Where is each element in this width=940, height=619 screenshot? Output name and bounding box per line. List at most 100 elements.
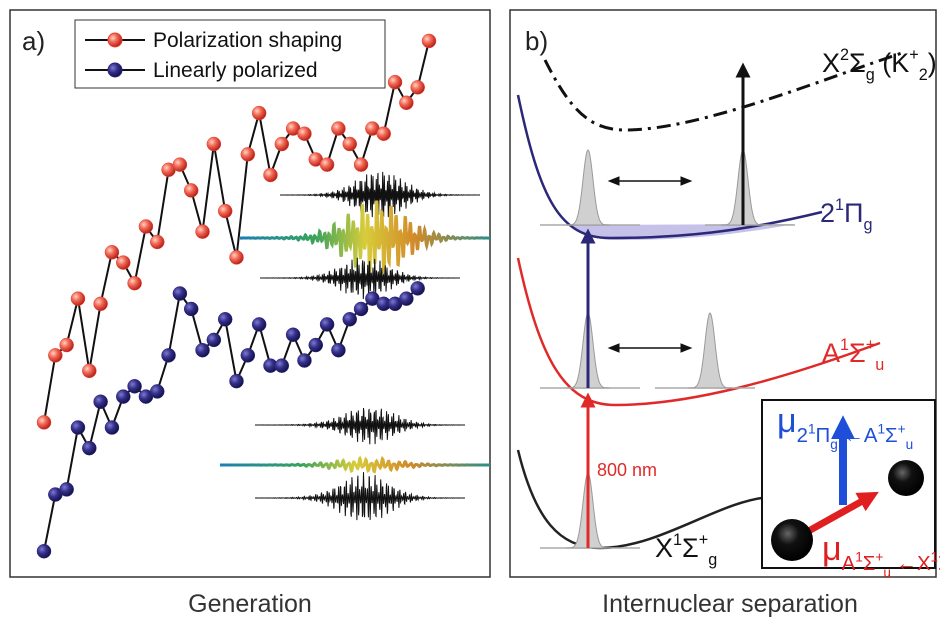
label-part: 2 bbox=[919, 66, 928, 84]
label-part: 1 bbox=[835, 196, 844, 214]
pulse-illustrations bbox=[220, 171, 490, 521]
label-part: Σ bbox=[885, 425, 898, 447]
data-point bbox=[172, 157, 188, 172]
label-part: ←X bbox=[891, 553, 931, 575]
data-point bbox=[183, 183, 199, 198]
label-part: A bbox=[842, 553, 856, 575]
data-point bbox=[138, 219, 154, 234]
data-point bbox=[410, 281, 425, 296]
data-point bbox=[263, 167, 278, 183]
label-part: Σ bbox=[682, 533, 699, 563]
data-point bbox=[274, 136, 290, 152]
data-point bbox=[319, 317, 335, 332]
data-point bbox=[59, 337, 74, 353]
label-part: 1 bbox=[855, 550, 863, 565]
ion-curve bbox=[543, 50, 906, 132]
label-part: 1 bbox=[808, 422, 816, 437]
series-line bbox=[43, 287, 419, 552]
pulse bbox=[260, 257, 460, 300]
data-point bbox=[93, 296, 108, 312]
data-point bbox=[149, 384, 165, 399]
label-part: Σ bbox=[849, 48, 866, 78]
state-label: X2Σg (K+2) bbox=[822, 46, 937, 84]
pi-curve bbox=[516, 94, 823, 240]
data-point bbox=[217, 203, 233, 219]
label-part: 2 bbox=[840, 46, 849, 64]
label-part: + bbox=[875, 550, 883, 565]
label-part: Σ bbox=[938, 553, 940, 575]
data-point bbox=[331, 342, 346, 358]
label-part: + bbox=[909, 46, 918, 64]
legend-marker bbox=[107, 32, 123, 48]
data-point bbox=[82, 440, 97, 456]
pulse bbox=[255, 472, 465, 521]
chart bbox=[36, 33, 437, 559]
data-point bbox=[331, 121, 346, 136]
label-part: 1 bbox=[840, 336, 849, 354]
legend-marker bbox=[107, 62, 123, 78]
data-point bbox=[172, 286, 188, 301]
data-point bbox=[70, 420, 86, 435]
data-point bbox=[104, 245, 120, 260]
wavepacket bbox=[566, 149, 610, 226]
label-part: 2 bbox=[797, 425, 808, 447]
data-point bbox=[421, 33, 437, 49]
data-point bbox=[161, 348, 176, 363]
data-point bbox=[251, 105, 267, 121]
label-part: u bbox=[883, 565, 891, 580]
wavepacket bbox=[688, 312, 732, 389]
data-point bbox=[70, 291, 86, 306]
data-point bbox=[308, 337, 324, 353]
label-part: 2 bbox=[820, 198, 835, 228]
label-part: μ bbox=[777, 402, 797, 440]
data-point bbox=[240, 147, 256, 162]
state-label: μA1Σ+u ←X1Σ+g bbox=[822, 530, 940, 580]
state-label: 21Πg bbox=[820, 196, 873, 234]
data-point bbox=[127, 275, 142, 291]
label-part: 1 bbox=[673, 531, 682, 549]
a-curve bbox=[516, 257, 881, 407]
x-axis-label: Generation bbox=[188, 590, 312, 618]
data-point bbox=[353, 301, 369, 317]
data-point bbox=[229, 250, 244, 265]
wavepackets bbox=[566, 149, 765, 549]
panel-b-label: b) bbox=[525, 26, 548, 56]
legend-label: Polarization shaping bbox=[153, 29, 342, 52]
data-point bbox=[195, 342, 210, 358]
label-part: A bbox=[822, 338, 840, 368]
data-point bbox=[48, 348, 63, 363]
label-part: g bbox=[708, 551, 717, 569]
label-part: g bbox=[830, 437, 838, 452]
data-point bbox=[59, 482, 74, 497]
pulse bbox=[220, 455, 490, 474]
panel-b-frame bbox=[509, 9, 937, 578]
data-point bbox=[399, 291, 414, 306]
data-point bbox=[36, 415, 52, 430]
data-point bbox=[285, 327, 301, 342]
legend-box bbox=[74, 19, 386, 89]
label-part: 1 bbox=[931, 550, 939, 565]
pulse bbox=[255, 407, 465, 445]
label-part: + bbox=[866, 336, 875, 354]
data-point bbox=[399, 95, 414, 111]
atom bbox=[888, 460, 924, 496]
data-point bbox=[376, 126, 391, 141]
panel-a-label: a) bbox=[22, 26, 45, 56]
label-part: u bbox=[875, 356, 884, 374]
label-part: Π bbox=[844, 198, 864, 228]
data-point bbox=[297, 353, 312, 368]
data-point bbox=[104, 420, 120, 435]
label-part: (K bbox=[875, 48, 910, 78]
data-point bbox=[82, 363, 97, 379]
label-part: + bbox=[898, 422, 906, 437]
label-part: ) bbox=[928, 48, 937, 78]
label-part: u bbox=[906, 437, 914, 452]
atom bbox=[771, 519, 813, 561]
data-point bbox=[206, 136, 222, 152]
data-point bbox=[297, 126, 312, 141]
data-point bbox=[229, 373, 244, 389]
data-point bbox=[183, 301, 199, 317]
state-label: X1Σ+g bbox=[655, 531, 717, 569]
state-label: 800 nm bbox=[597, 460, 657, 480]
